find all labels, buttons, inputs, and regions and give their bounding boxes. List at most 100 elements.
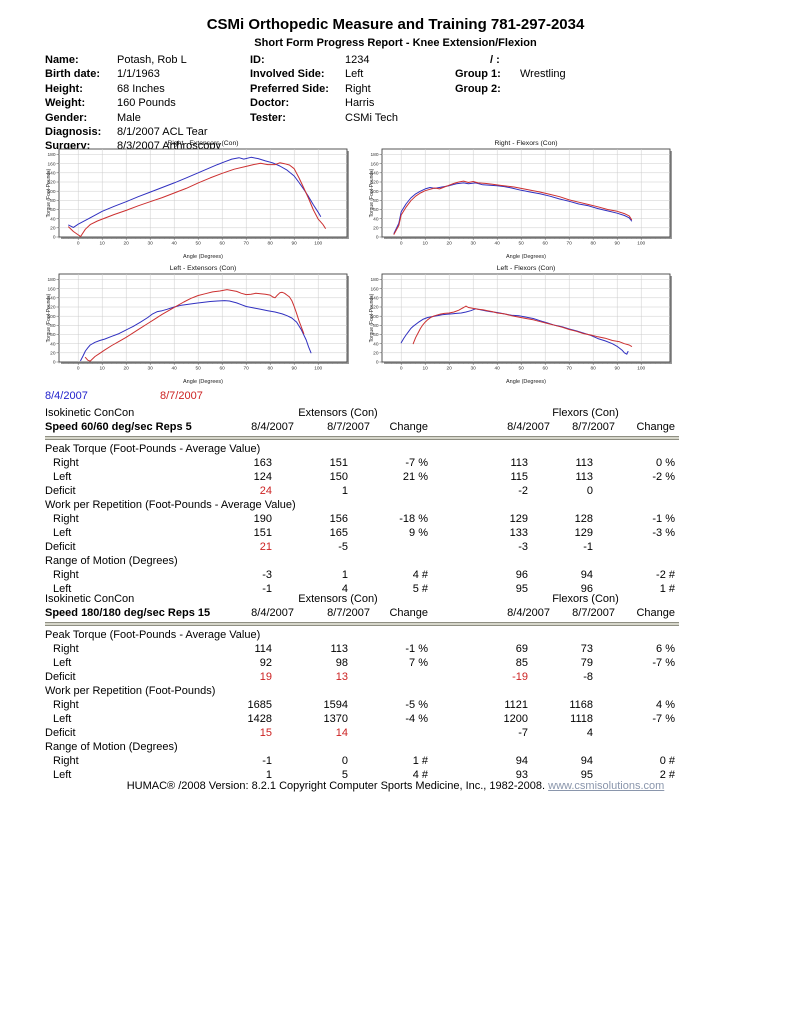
field-value: 8/1/2007 ACL Tear xyxy=(117,126,208,139)
svg-text:20: 20 xyxy=(373,351,379,357)
chart-svg: 0 10 20 30 40 50 60 70 80 90 100 0 20 40 60 80 100 120 140… xyxy=(369,140,672,260)
chart-right-extensors: 0 10 20 30 40 50 60 70 80 90 100 0 20 40 60 80 100 120 140… xyxy=(45,137,350,260)
footer: HUMAC® /2008 Version: 8.2.1 Copyright Co… xyxy=(0,780,791,792)
svg-text:Angle (Degrees): Angle (Degrees) xyxy=(183,379,223,385)
value-cell: 79 xyxy=(580,657,593,669)
table-divider xyxy=(45,436,679,440)
chart-legend: 8/4/2007 8/7/2007 xyxy=(45,390,203,402)
value-cell: -1 % xyxy=(405,643,428,655)
svg-text:Torque (Foot-Pounds): Torque (Foot-Pounds) xyxy=(369,293,375,342)
svg-text:180: 180 xyxy=(370,152,378,158)
svg-text:20: 20 xyxy=(124,241,130,247)
value-cell: 69 xyxy=(515,643,528,655)
field-value: Right xyxy=(345,82,371,95)
svg-text:60: 60 xyxy=(50,207,56,213)
value-cell: 151 xyxy=(329,457,348,469)
svg-text:40: 40 xyxy=(172,366,178,372)
row-label: Right xyxy=(53,755,79,767)
svg-text:Left - Flexors (Con): Left - Flexors (Con) xyxy=(497,265,556,272)
svg-text:0: 0 xyxy=(53,235,56,241)
field-label: Group 1: xyxy=(455,68,501,81)
column-header: 8/4/2007 xyxy=(507,421,550,433)
value-cell xyxy=(348,484,428,498)
value-cell: 85 xyxy=(515,657,528,669)
section-title: Range of Motion (Degrees) xyxy=(45,555,178,567)
svg-text:Left - Extensors (Con): Left - Extensors (Con) xyxy=(170,265,236,272)
section-title: Range of Motion (Degrees) xyxy=(45,741,178,753)
svg-text:140: 140 xyxy=(47,296,55,302)
table-row: Deficit 21 -5 -3 -1 xyxy=(45,540,679,554)
svg-text:20: 20 xyxy=(447,366,453,372)
svg-text:100: 100 xyxy=(637,366,645,372)
svg-text:80: 80 xyxy=(268,366,274,372)
svg-text:180: 180 xyxy=(370,277,378,283)
svg-text:60: 60 xyxy=(373,332,379,338)
value-cell: 0 # xyxy=(659,755,675,767)
value-cell: 129 xyxy=(509,513,528,525)
svg-text:30: 30 xyxy=(471,366,477,372)
svg-text:40: 40 xyxy=(373,216,379,222)
value-cell: 7 % xyxy=(409,657,428,669)
patient-info-row: Diagnosis: 8/1/2007 ACL Tear xyxy=(45,125,755,139)
svg-text:40: 40 xyxy=(373,341,379,347)
svg-text:40: 40 xyxy=(495,366,501,372)
value-cell: -3 xyxy=(518,541,528,553)
value-cell: 4 # xyxy=(412,569,428,581)
svg-text:70: 70 xyxy=(244,241,250,247)
value-cell: 6 % xyxy=(656,643,675,655)
value-cell: 113 xyxy=(575,471,593,483)
value-cell: 2 # xyxy=(659,769,675,781)
svg-text:90: 90 xyxy=(615,241,621,247)
svg-text:0: 0 xyxy=(376,235,379,241)
column-header: Change xyxy=(636,421,675,433)
svg-text:180: 180 xyxy=(47,277,55,283)
svg-text:90: 90 xyxy=(292,366,298,372)
footer-link[interactable]: www.csmisolutions.com xyxy=(548,780,665,792)
value-cell: 124 xyxy=(253,471,272,483)
svg-text:80: 80 xyxy=(373,198,379,204)
value-cell: -19 xyxy=(512,671,528,683)
value-cell: 1168 xyxy=(569,699,593,711)
table-row: Left 92 98 7 % 85 79 -7 % xyxy=(45,656,679,670)
value-cell: 133 xyxy=(509,527,528,539)
column-header: Change xyxy=(389,607,428,619)
patient-info-row: Birth date: 1/1/1963 Involved Side: Left Gro… xyxy=(45,67,755,81)
field-value: Potash, Rob L xyxy=(117,54,187,66)
chart-left-extensors: 0 10 20 30 40 50 60 70 80 90 100 0 20 40 60 80 100 120 140… xyxy=(45,262,350,385)
svg-text:Angle (Degrees): Angle (Degrees) xyxy=(183,254,223,260)
chart-svg: 0 10 20 30 40 50 60 70 80 90 100 0 20 40 60 80 100 120 140… xyxy=(46,265,349,385)
value-cell: -1 xyxy=(262,755,272,767)
value-cell: 165 xyxy=(329,527,348,539)
column-header: 8/4/2007 xyxy=(507,607,550,619)
svg-text:Torque (Foot-Pounds): Torque (Foot-Pounds) xyxy=(46,293,52,342)
value-cell: 115 xyxy=(510,471,528,483)
value-cell: -1 xyxy=(262,583,272,595)
svg-text:100: 100 xyxy=(637,241,645,247)
svg-text:100: 100 xyxy=(370,189,378,195)
row-label: Left xyxy=(53,527,72,539)
chart-svg: 0 10 20 30 40 50 60 70 80 90 100 0 20 40 60 80 100 120 140… xyxy=(369,265,672,385)
protocol-label: Isokinetic ConCon xyxy=(45,593,135,605)
field-label: Weight: xyxy=(45,97,86,110)
table-row: Left -1 4 5 # 95 96 1 # xyxy=(45,582,679,596)
value-cell: -2 % xyxy=(652,471,675,483)
svg-text:70: 70 xyxy=(244,366,250,372)
svg-text:60: 60 xyxy=(220,366,226,372)
value-cell: 98 xyxy=(335,657,348,669)
value-cell: 15 xyxy=(259,727,272,739)
svg-text:20: 20 xyxy=(124,366,130,372)
row-label: Left xyxy=(53,713,72,725)
value-cell: 9 % xyxy=(409,527,428,539)
field-label: Doctor: xyxy=(250,97,290,110)
svg-text:80: 80 xyxy=(50,323,56,329)
report-title: CSMi Orthopedic Measure and Training 781… xyxy=(206,16,585,33)
svg-text:100: 100 xyxy=(47,189,55,195)
svg-text:20: 20 xyxy=(50,351,56,357)
field-label: Height: xyxy=(45,82,83,95)
value-cell: 19 xyxy=(259,671,272,683)
legend-date-2: 8/7/2007 xyxy=(160,390,203,402)
table-row: Deficit 19 13 -19 -8 xyxy=(45,670,679,684)
svg-text:80: 80 xyxy=(591,241,597,247)
protocol-label: Isokinetic ConCon xyxy=(45,407,135,419)
value-cell: 113 xyxy=(575,457,593,469)
